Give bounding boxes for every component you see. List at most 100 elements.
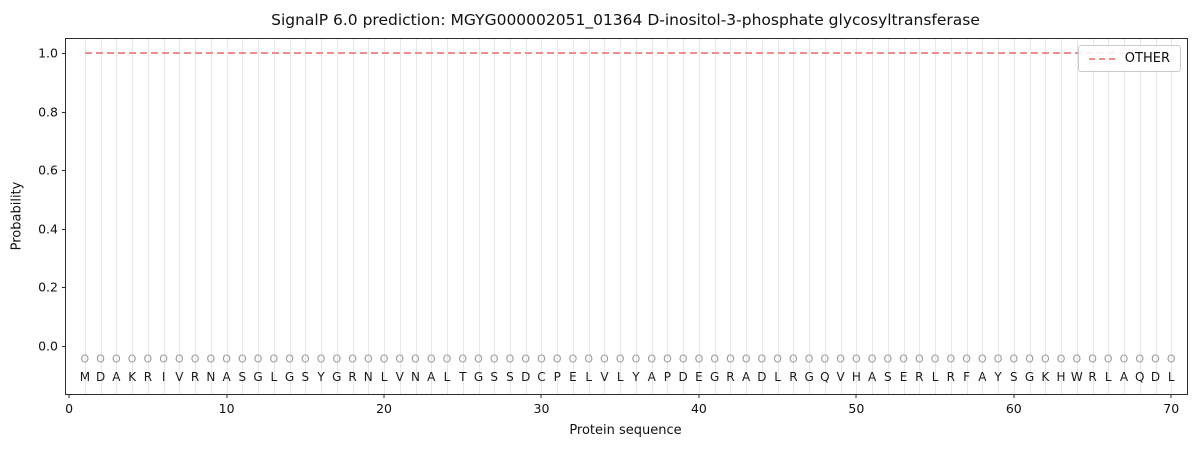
y-tick <box>62 345 66 347</box>
residue-letter: W <box>1070 369 1083 384</box>
residue-class-marker: O <box>80 352 90 366</box>
residue-class-marker: O <box>584 352 594 366</box>
residue-gridline <box>1171 39 1173 394</box>
residue-letter: V <box>600 369 609 384</box>
residue-gridline <box>84 39 86 394</box>
residue-letter: G <box>473 369 484 384</box>
residue-letter: L <box>1104 369 1112 384</box>
x-tick <box>226 394 228 398</box>
y-tick-label: 1.0 <box>38 45 58 61</box>
residue-gridline <box>651 39 653 394</box>
residue-letter: D <box>678 369 688 384</box>
residue-class-marker: O <box>1119 352 1129 366</box>
residue-letter: L <box>380 369 388 384</box>
residue-class-marker: O <box>474 352 483 366</box>
residue-gridline <box>714 39 716 394</box>
residue-letter: L <box>443 369 451 384</box>
residue-gridline <box>683 39 685 394</box>
residue-letter: Q <box>820 369 830 384</box>
residue-class-marker: O <box>977 352 987 366</box>
residue-class-marker: O <box>726 352 735 366</box>
residue-gridline <box>998 39 1000 394</box>
residue-class-marker: O <box>1072 352 1082 366</box>
residue-class-marker: O <box>458 352 468 366</box>
y-tick <box>62 111 66 113</box>
residue-gridline <box>399 39 401 394</box>
residue-gridline <box>132 39 134 394</box>
residue-class-marker: O <box>1166 352 1176 366</box>
residue-class-marker: O <box>804 352 814 366</box>
residue-class-marker: O <box>930 352 940 366</box>
residue-gridline <box>258 39 260 394</box>
residue-class-marker: O <box>1025 352 1034 366</box>
residue-class-marker: O <box>426 352 436 366</box>
residue-class-marker: O <box>521 352 531 366</box>
residue-class-marker: O <box>946 352 956 366</box>
residue-letter: N <box>363 369 373 384</box>
y-tick-label: 0.2 <box>38 279 58 295</box>
residue-class-marker: O <box>600 352 609 366</box>
x-tick-label: 30 <box>533 401 550 416</box>
residue-letter: R <box>1088 369 1097 384</box>
residue-letter: F <box>963 369 971 384</box>
residue-class-marker: O <box>773 352 782 366</box>
residue-gridline <box>368 39 370 394</box>
residue-gridline <box>840 39 842 394</box>
residue-gridline <box>903 39 905 394</box>
residue-letter: A <box>112 369 121 384</box>
residue-letter: N <box>411 369 421 384</box>
residue-class-marker: O <box>269 352 279 366</box>
residue-letter: D <box>757 369 767 384</box>
residue-class-marker: O <box>1151 352 1160 366</box>
residue-class-marker: O <box>867 352 877 366</box>
residue-gridline <box>777 39 779 394</box>
residue-letter: R <box>789 369 798 384</box>
residue-class-marker: O <box>489 352 499 366</box>
residue-class-marker: O <box>442 352 452 366</box>
residue-gridline <box>824 39 826 394</box>
residue-class-marker: O <box>363 352 373 366</box>
residue-gridline <box>809 39 811 394</box>
residue-gridline <box>950 39 952 394</box>
residue-letter: E <box>569 369 577 384</box>
residue-letter: P <box>663 369 672 384</box>
residue-letter: T <box>459 369 467 384</box>
residue-gridline <box>620 39 622 394</box>
residue-letter: V <box>175 369 184 384</box>
residue-class-marker: O <box>206 352 216 366</box>
residue-class-marker: O <box>112 352 121 366</box>
residue-letter: A <box>222 369 231 384</box>
y-tick <box>62 228 66 230</box>
residue-gridline <box>746 39 748 394</box>
residue-class-marker: O <box>1103 352 1113 366</box>
residue-letter: S <box>490 369 499 384</box>
residue-class-marker: O <box>348 352 357 366</box>
residue-class-marker: O <box>647 352 657 366</box>
residue-gridline <box>242 39 244 394</box>
residue-gridline <box>1013 39 1015 394</box>
residue-letter: D <box>96 369 106 384</box>
residue-class-marker: O <box>222 352 231 366</box>
residue-gridline <box>431 39 433 394</box>
residue-letter: R <box>915 369 924 384</box>
residue-letter: A <box>647 369 656 384</box>
residue-letter: K <box>128 369 137 384</box>
residue-class-marker: O <box>962 352 971 366</box>
residue-class-marker: O <box>678 352 688 366</box>
residue-class-marker: O <box>694 352 704 366</box>
residue-gridline <box>525 39 527 394</box>
residue-class-marker: O <box>316 352 326 366</box>
residue-class-marker: O <box>836 352 845 366</box>
legend: OTHER <box>1077 45 1181 72</box>
residue-letter: L <box>774 369 781 384</box>
residue-letter: G <box>804 369 814 384</box>
residue-letter: S <box>506 369 514 384</box>
residue-class-marker: O <box>237 352 247 366</box>
y-tick <box>62 287 66 289</box>
residue-class-marker: O <box>820 352 830 366</box>
residue-gridline <box>321 39 323 394</box>
residue-gridline <box>509 39 511 394</box>
residue-class-marker: O <box>1009 352 1019 366</box>
